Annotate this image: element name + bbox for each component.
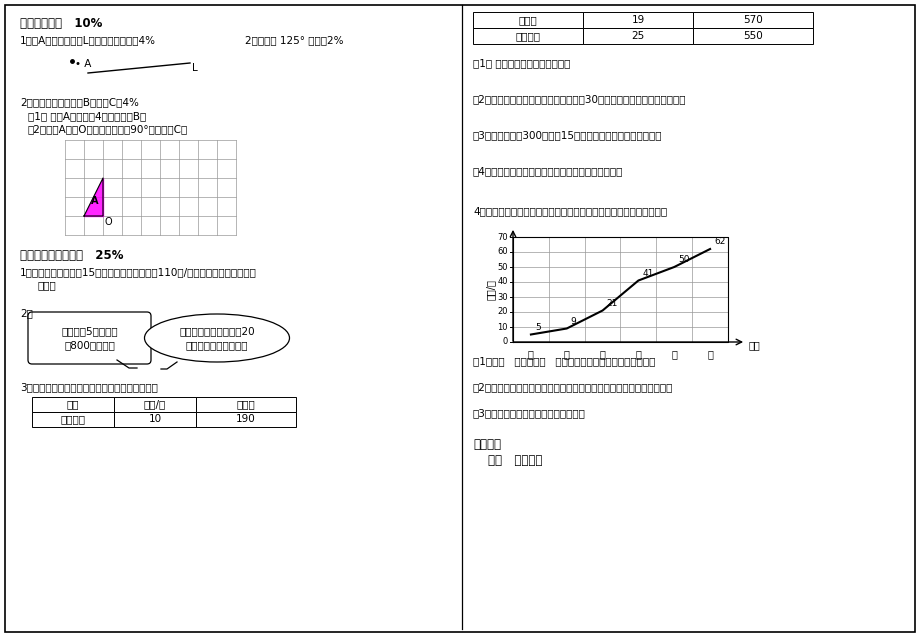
Text: 童话故事: 童话故事 [515,31,540,41]
Text: （3）如果学校用300元购买15本《连环画》，还剩下多少元？: （3）如果学校用300元购买15本《连环画》，还剩下多少元？ [472,130,662,140]
Text: 四、我会画！   10%: 四、我会画！ 10% [20,17,102,30]
Text: 40: 40 [497,278,507,287]
Text: 19: 19 [630,15,644,25]
Text: 21: 21 [606,299,618,308]
Text: 9: 9 [570,317,576,326]
Text: 4、看下面育民小学各年级戴近视镜的同学人数统计表，再回答问题。: 4、看下面育民小学各年级戴近视镜的同学人数统计表，再回答问题。 [472,206,666,216]
Text: （3）你知道为什么会有这样的趋势吗？: （3）你知道为什么会有这样的趋势吗？ [472,408,585,418]
Text: （2）根据这一天的销售情况，一个月（30天）儿童读物大约销售多少本？: （2）根据这一天的销售情况，一个月（30天）儿童读物大约销售多少本？ [472,94,686,104]
Text: 四: 四 [635,349,641,359]
Text: 570: 570 [743,15,762,25]
Text: • A: • A [75,59,91,69]
Polygon shape [84,178,103,216]
Text: 2、在方格上画出图形B和图形C。4%: 2、在方格上画出图形B和图形C。4% [20,97,139,107]
Bar [472,12,583,28]
Text: （2）图形A绕点O顺时针方向旋转90°得到图形C。: （2）图形A绕点O顺时针方向旋转90°得到图形C。 [28,124,188,134]
Text: 单价/元: 单价/元 [143,399,166,410]
Text: O: O [105,217,112,227]
Text: 190: 190 [236,415,255,424]
Text: 60: 60 [497,248,507,257]
Text: 人数/人: 人数/人 [485,279,495,300]
Text: 营业额: 营业额 [236,399,255,410]
Text: 62: 62 [713,237,725,246]
Text: 年级: 年级 [747,340,759,350]
Text: L: L [192,63,198,73]
Bar [32,412,114,427]
Text: （1）从（   ）年级至（   ）年级，戴近视镜的同学增加最多。: （1）从（ ）年级至（ ）年级，戴近视镜的同学增加最多。 [472,356,654,366]
FancyBboxPatch shape [28,312,151,364]
Bar [196,412,296,427]
Bar [692,12,812,28]
Text: 六: 六 [707,349,712,359]
Text: 20: 20 [497,308,507,317]
Text: 2、画一个 125° 的角。2%: 2、画一个 125° 的角。2% [244,35,343,45]
Bar [114,397,196,412]
Text: 命题说明: 命题说明 [472,438,501,451]
Text: 41: 41 [641,269,653,278]
Bar [196,397,296,412]
Text: 二: 二 [563,349,569,359]
Text: 一只山雀5天大约能
吃800只害虫。: 一只山雀5天大约能 吃800只害虫。 [62,326,118,350]
Text: 5: 5 [534,322,540,331]
Text: 三: 三 [599,349,605,359]
Text: （2）从上图中，你能说说育民小学戴近视镜的同学人数变化的趋势吗？: （2）从上图中，你能说说育民小学戴近视镜的同学人数变化的趋势吗？ [472,382,673,392]
Text: 书目: 书目 [67,399,79,410]
Bar [32,397,114,412]
Text: 25: 25 [630,31,644,41]
Text: 3、下面是新华书店一天中销售儿童读物的情况。: 3、下面是新华书店一天中销售儿童读物的情况。 [20,382,158,392]
Text: 70: 70 [497,233,507,241]
Text: 1、淘气每天早上跑步15分钟，他的速度大约是110米/分。淘气一天大约跑步多: 1、淘气每天早上跑步15分钟，他的速度大约是110米/分。淘气一天大约跑步多 [20,267,256,277]
Bar [692,28,812,44]
Text: 五: 五 [671,349,676,359]
Text: 550: 550 [743,31,762,41]
Text: 0: 0 [502,338,507,347]
Text: 少米？: 少米？ [38,280,57,290]
Bar [583,12,692,28]
Text: A: A [91,196,98,206]
Text: 50: 50 [677,255,689,264]
Text: 2、: 2、 [20,308,33,318]
Text: 一、   试题说明: 一、 试题说明 [487,454,542,467]
Text: 照这样计算，一只山雀20
天约能吃多少只害虫？: 照这样计算，一只山雀20 天约能吃多少只害虫？ [179,326,255,350]
Text: 30: 30 [497,292,507,301]
Text: （4）从上面的统计表中，你还能提出哪些数学问题？: （4）从上面的统计表中，你还能提出哪些数学问题？ [472,166,623,176]
Text: （1） 图形A向右平移4格得到图形B。: （1） 图形A向右平移4格得到图形B。 [28,111,146,121]
Text: 50: 50 [497,262,507,271]
Text: 连环画: 连环画 [518,15,537,25]
Text: 10: 10 [148,415,162,424]
Text: （1） 一天中哪一种读物最畅销？: （1） 一天中哪一种读物最畅销？ [472,58,570,68]
Ellipse shape [144,314,289,362]
Text: 10: 10 [497,322,507,331]
Bar [583,28,692,44]
Text: 故事大王: 故事大王 [61,415,85,424]
Bar [114,412,196,427]
Text: 五、我会解决问题！   25%: 五、我会解决问题！ 25% [20,249,123,262]
Text: 一: 一 [528,349,533,359]
Bar [472,28,583,44]
Text: 1、过A点画已知直线L的平行线和垂线。4%: 1、过A点画已知直线L的平行线和垂线。4% [20,35,156,45]
